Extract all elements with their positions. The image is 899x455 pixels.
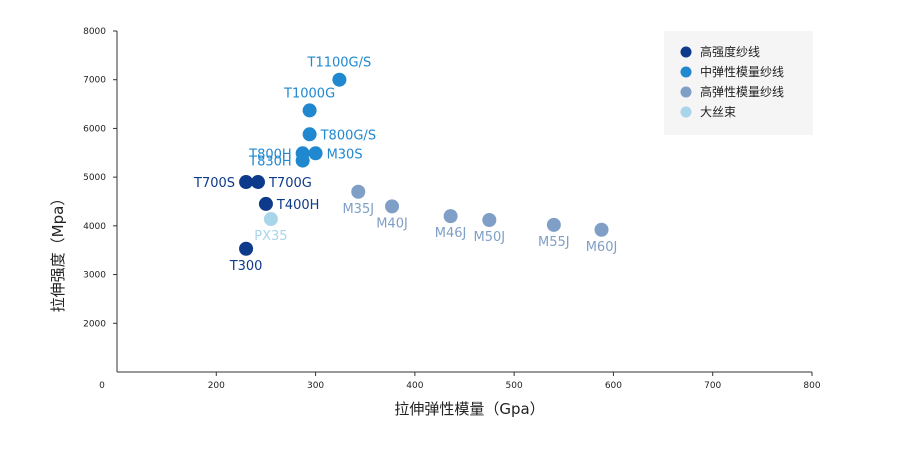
data-point-label: M35J	[342, 202, 374, 217]
data-point	[250, 175, 265, 190]
x-origin-label: 0	[99, 381, 105, 391]
data-point-label: T800H	[248, 147, 292, 162]
x-tick-label: 300	[307, 381, 324, 391]
data-point	[385, 199, 400, 214]
data-point-label: M50J	[474, 230, 506, 245]
data-point-label: PX35	[254, 229, 287, 244]
marks: T700S T700G T400H T300 T1100G/S T1000G T800G/S…	[193, 56, 617, 274]
legend-marker	[680, 106, 692, 118]
y-tick-label: 6000	[83, 124, 106, 134]
data-point	[332, 72, 347, 87]
data-point	[295, 153, 310, 168]
data-point-label: T300	[229, 259, 263, 274]
data-point	[239, 175, 254, 190]
x-tick-label: 600	[605, 381, 622, 391]
data-point-label: T400H	[276, 198, 320, 213]
data-point-label: T700G	[268, 176, 312, 191]
x-tick-label: 400	[406, 381, 423, 391]
y-tick-label: 2000	[83, 319, 106, 329]
data-point-label: M40J	[376, 216, 408, 231]
data-point-label: M46J	[435, 226, 467, 241]
x-tick-label: 800	[803, 381, 820, 391]
data-point-label: T700S	[193, 176, 235, 191]
data-point	[308, 146, 323, 161]
x-tick-label: 700	[704, 381, 721, 391]
legend-marker	[680, 46, 692, 58]
x-axis-title: 拉伸弹性模量（Gpa）	[394, 400, 544, 418]
data-point	[443, 209, 458, 224]
data-point-label: M30S	[327, 147, 363, 162]
data-point-label: T800G/S	[320, 128, 376, 143]
data-point	[263, 212, 278, 227]
y-axis-title: 拉伸强度（Mpa）	[49, 191, 67, 313]
y-tick-label: 4000	[83, 222, 106, 232]
data-point	[258, 196, 273, 211]
data-point	[594, 222, 609, 237]
data-point-label: T1000G	[283, 86, 335, 101]
legend-label: 高弹性模量纱线	[700, 84, 784, 99]
data-point	[482, 213, 497, 228]
legend-label: 中弹性模量纱线	[700, 64, 784, 79]
data-point	[302, 103, 317, 118]
data-point	[546, 217, 561, 232]
data-point	[239, 241, 254, 256]
legend-label: 高强度纱线	[700, 44, 760, 59]
y-tick-label: 8000	[83, 27, 106, 37]
data-point-label: T830H	[248, 155, 292, 170]
y-tick-label: 7000	[83, 76, 106, 86]
x-tick-label: 200	[208, 381, 225, 391]
data-point-label: T1100G/S	[307, 56, 372, 71]
legend-marker	[680, 66, 692, 78]
y-tick-label: 5000	[83, 173, 106, 183]
data-point	[351, 184, 366, 199]
data-point-label: M55J	[538, 235, 570, 250]
data-point-label: M60J	[586, 240, 618, 255]
legend-label: 大丝束	[700, 105, 736, 119]
x-tick-label: 500	[506, 381, 523, 391]
data-point	[302, 127, 317, 142]
legend-marker	[680, 86, 692, 98]
y-tick-label: 3000	[83, 271, 106, 281]
